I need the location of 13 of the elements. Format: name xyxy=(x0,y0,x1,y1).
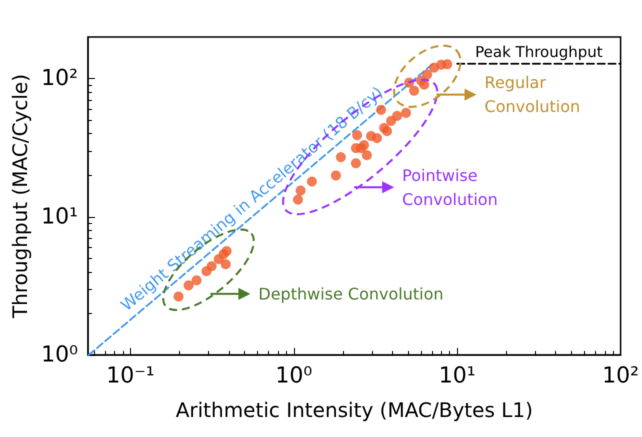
annotation: Peak Throughput xyxy=(475,42,603,61)
y-tick-label: 10⁰ xyxy=(41,342,78,368)
annotation: Pointwise Convolution xyxy=(402,166,498,209)
annotation: Depthwise Convolution xyxy=(258,284,444,304)
x-axis-title: Arithmetic Intensity (MAC/Bytes L1) xyxy=(176,398,533,422)
y-axis-title: Throughput (MAC/Cycle) xyxy=(8,74,32,320)
y-tick-label: 10² xyxy=(41,66,78,92)
y-tick-label: 10¹ xyxy=(41,204,78,230)
x-tick-label: 10⁻¹ xyxy=(106,364,155,388)
x-tick-label: 10¹ xyxy=(438,364,476,388)
annotation: Regular Convolution xyxy=(484,73,580,116)
x-tick-label: 10⁰ xyxy=(275,364,312,388)
x-tick-label: 10² xyxy=(602,364,640,388)
